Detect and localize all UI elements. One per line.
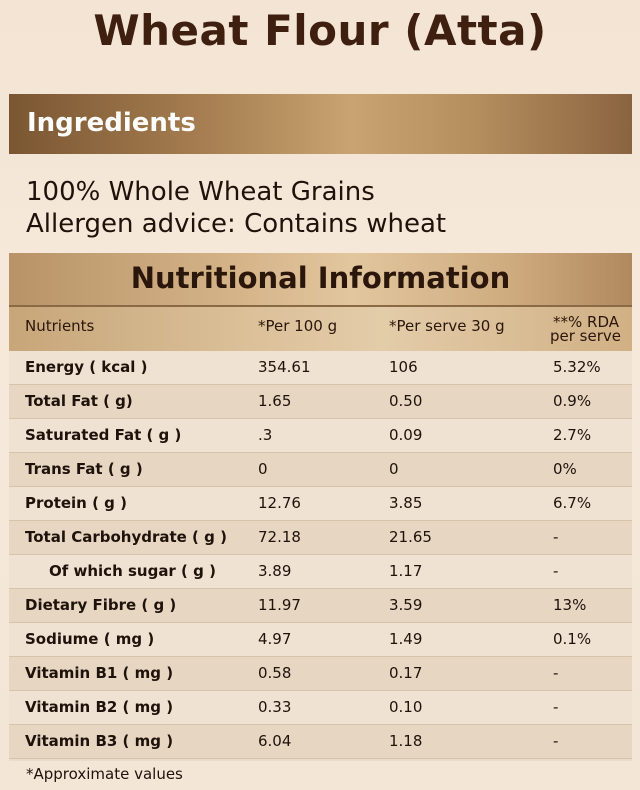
per-serve-value: 1.17 (389, 562, 423, 580)
per-serve-value: 3.59 (389, 596, 423, 614)
nutrient-name: Total Fat ( g) (25, 392, 133, 410)
per-100g-value: 354.61 (258, 358, 311, 376)
nutrient-name: Vitamin B3 ( mg ) (25, 732, 174, 750)
per-serve-value: 1.49 (389, 630, 423, 648)
per-100g-value: 0.33 (258, 698, 292, 716)
rda-value: 0% (553, 460, 577, 478)
table-row: Saturated Fat ( g ) .3 0.09 2.7% (9, 419, 632, 453)
table-row: Total Carbohydrate ( g ) 72.18 21.65 - (9, 521, 632, 555)
nutrient-name: Dietary Fibre ( g ) (25, 596, 177, 614)
per-serve-value: 1.18 (389, 732, 423, 750)
ingredients-heading: Ingredients (27, 108, 196, 138)
per-100g-value: 0.58 (258, 664, 292, 682)
nutrient-name: Vitamin B2 ( mg ) (25, 698, 174, 716)
rda-value: - (553, 698, 559, 716)
col-nutrients: Nutrients (25, 317, 95, 335)
rda-value: - (553, 732, 559, 750)
page-title: Wheat Flour (Atta) (93, 6, 547, 55)
per-serve-value: 106 (389, 358, 418, 376)
col-per-serve: *Per serve 30 g (389, 317, 505, 335)
table-row: Trans Fat ( g ) 0 0 0% (9, 453, 632, 487)
per-100g-value: 72.18 (258, 528, 301, 546)
per-100g-value: 3.89 (258, 562, 292, 580)
table-row: Of which sugar ( g ) 3.89 1.17 - (9, 555, 632, 589)
nutrient-name: Total Carbohydrate ( g ) (25, 528, 227, 546)
per-100g-value: 1.65 (258, 392, 292, 410)
rda-value: 0.1% (553, 630, 592, 648)
ingredients-text: 100% Whole Wheat Grains Allergen advice:… (26, 176, 446, 240)
per-serve-value: 0.50 (389, 392, 423, 410)
col-rda-line2: per serve (550, 327, 622, 345)
table-row: Energy ( kcal ) 354.61 106 5.32% (9, 351, 632, 385)
table-row: Total Fat ( g) 1.65 0.50 0.9% (9, 385, 632, 419)
ingredients-header: Ingredients (9, 94, 632, 154)
footnote: *Approximate values (26, 765, 183, 783)
column-header-row: Nutrients *Per 100 g *Per serve 30 g **%… (9, 305, 632, 351)
table-row: Sodiume ( mg ) 4.97 1.49 0.1% (9, 623, 632, 657)
col-rda-line1: **% RDA (553, 313, 619, 331)
table-row: Vitamin B2 ( mg ) 0.33 0.10 - (9, 691, 632, 725)
per-serve-value: 0 (389, 460, 399, 478)
table-row: Vitamin B3 ( mg ) 6.04 1.18 - (9, 725, 632, 759)
rda-value: 6.7% (553, 494, 592, 512)
per-serve-value: 0.10 (389, 698, 423, 716)
rda-value: 0.9% (553, 392, 592, 410)
nutrition-rows: Energy ( kcal ) 354.61 106 5.32% Total Fat (… (9, 351, 632, 759)
col-per-100g: *Per 100 g (258, 317, 338, 335)
allergen-line: Allergen advice: Contains wheat (26, 209, 447, 239)
table-row: Protein ( g ) 12.76 3.85 6.7% (9, 487, 632, 521)
rda-value: - (553, 664, 559, 682)
nutrient-name: Saturated Fat ( g ) (25, 426, 182, 444)
nutrient-name: Trans Fat ( g ) (25, 460, 143, 478)
rda-value: 5.32% (553, 358, 601, 376)
nutrition-header: Nutritional Information (9, 253, 632, 305)
per-serve-value: 21.65 (389, 528, 432, 546)
rda-value: 13% (553, 596, 587, 614)
per-100g-value: 0 (258, 460, 268, 478)
nutrient-name: Vitamin B1 ( mg ) (25, 664, 174, 682)
nutrition-table: Nutritional Information Nutrients *Per 1… (9, 253, 632, 761)
per-100g-value: 4.97 (258, 630, 292, 648)
nutrient-name: Of which sugar ( g ) (49, 562, 216, 580)
rda-value: - (553, 562, 559, 580)
nutrient-name: Sodiume ( mg ) (25, 630, 155, 648)
nutrient-name: Protein ( g ) (25, 494, 127, 512)
per-serve-value: 0.09 (389, 426, 423, 444)
per-100g-value: .3 (258, 426, 273, 444)
col-rda: **% RDA per serve (550, 313, 622, 345)
nutrient-name: Energy ( kcal ) (25, 358, 148, 376)
per-serve-value: 3.85 (389, 494, 423, 512)
rda-value: - (553, 528, 559, 546)
table-row: Vitamin B1 ( mg ) 0.58 0.17 - (9, 657, 632, 691)
ingredients-line: 100% Whole Wheat Grains (26, 177, 375, 207)
per-serve-value: 0.17 (389, 664, 423, 682)
per-100g-value: 12.76 (258, 494, 301, 512)
table-row: Dietary Fibre ( g ) 11.97 3.59 13% (9, 589, 632, 623)
nutrition-heading: Nutritional Information (130, 261, 511, 295)
per-100g-value: 11.97 (258, 596, 301, 614)
per-100g-value: 6.04 (258, 732, 292, 750)
rda-value: 2.7% (553, 426, 592, 444)
